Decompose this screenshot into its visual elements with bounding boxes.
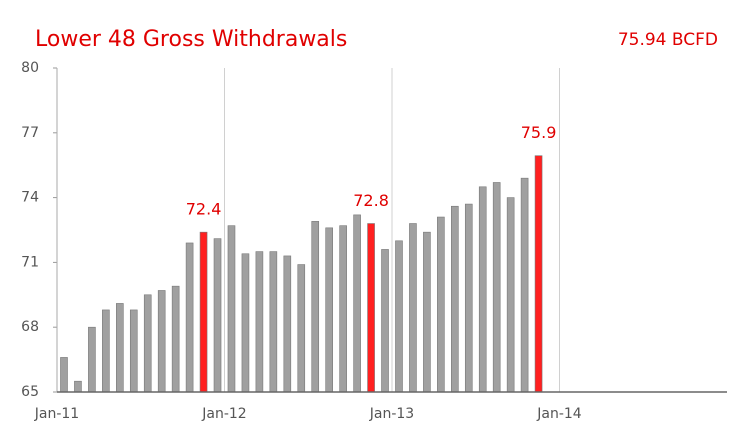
bar <box>171 285 180 393</box>
bar <box>464 203 473 393</box>
bar <box>199 231 208 393</box>
y-tick-label: 68 <box>21 319 39 335</box>
bar <box>478 186 487 393</box>
bar <box>492 182 501 393</box>
chart-title: Lower 48 Gross Withdrawals <box>35 27 347 52</box>
bar <box>74 380 82 393</box>
bar <box>143 294 152 393</box>
x-tick-label: Jan-12 <box>201 406 246 422</box>
bar <box>451 205 459 393</box>
y-tick-label: 65 <box>21 384 39 400</box>
x-tick-label: Jan-13 <box>369 406 414 422</box>
x-tick-label: Jan-11 <box>34 406 79 422</box>
bar <box>241 253 250 393</box>
bar <box>325 227 333 393</box>
bar <box>353 214 361 393</box>
bar <box>437 216 445 393</box>
annotation: 75.94 BCFD <box>618 30 718 50</box>
bar <box>116 303 124 393</box>
y-tick-label: 80 <box>21 60 39 76</box>
bar <box>423 231 431 393</box>
bar <box>520 177 529 393</box>
bar <box>129 309 138 393</box>
bar <box>185 242 194 393</box>
bar <box>506 197 515 393</box>
bar <box>409 223 417 393</box>
bar <box>157 290 166 393</box>
bar <box>227 225 236 393</box>
x-tick-label: Jan-14 <box>536 406 582 422</box>
bar <box>367 223 375 393</box>
data-label: 72.4 <box>186 200 222 219</box>
data-label: 72.8 <box>353 191 389 210</box>
bar <box>297 264 306 393</box>
bar <box>255 251 264 393</box>
y-tick-label: 77 <box>21 125 39 141</box>
data-label: 75.9 <box>521 123 557 142</box>
bar <box>60 357 68 393</box>
bar <box>283 255 292 393</box>
bar <box>311 221 320 393</box>
bar <box>88 326 96 393</box>
y-tick-label: 74 <box>21 190 39 206</box>
bar <box>339 225 347 393</box>
bar <box>213 238 222 393</box>
y-tick-label: 71 <box>21 254 39 270</box>
bar <box>395 240 403 393</box>
bar <box>381 249 389 393</box>
bar <box>269 251 278 393</box>
bar <box>102 309 110 393</box>
bar <box>534 155 543 393</box>
